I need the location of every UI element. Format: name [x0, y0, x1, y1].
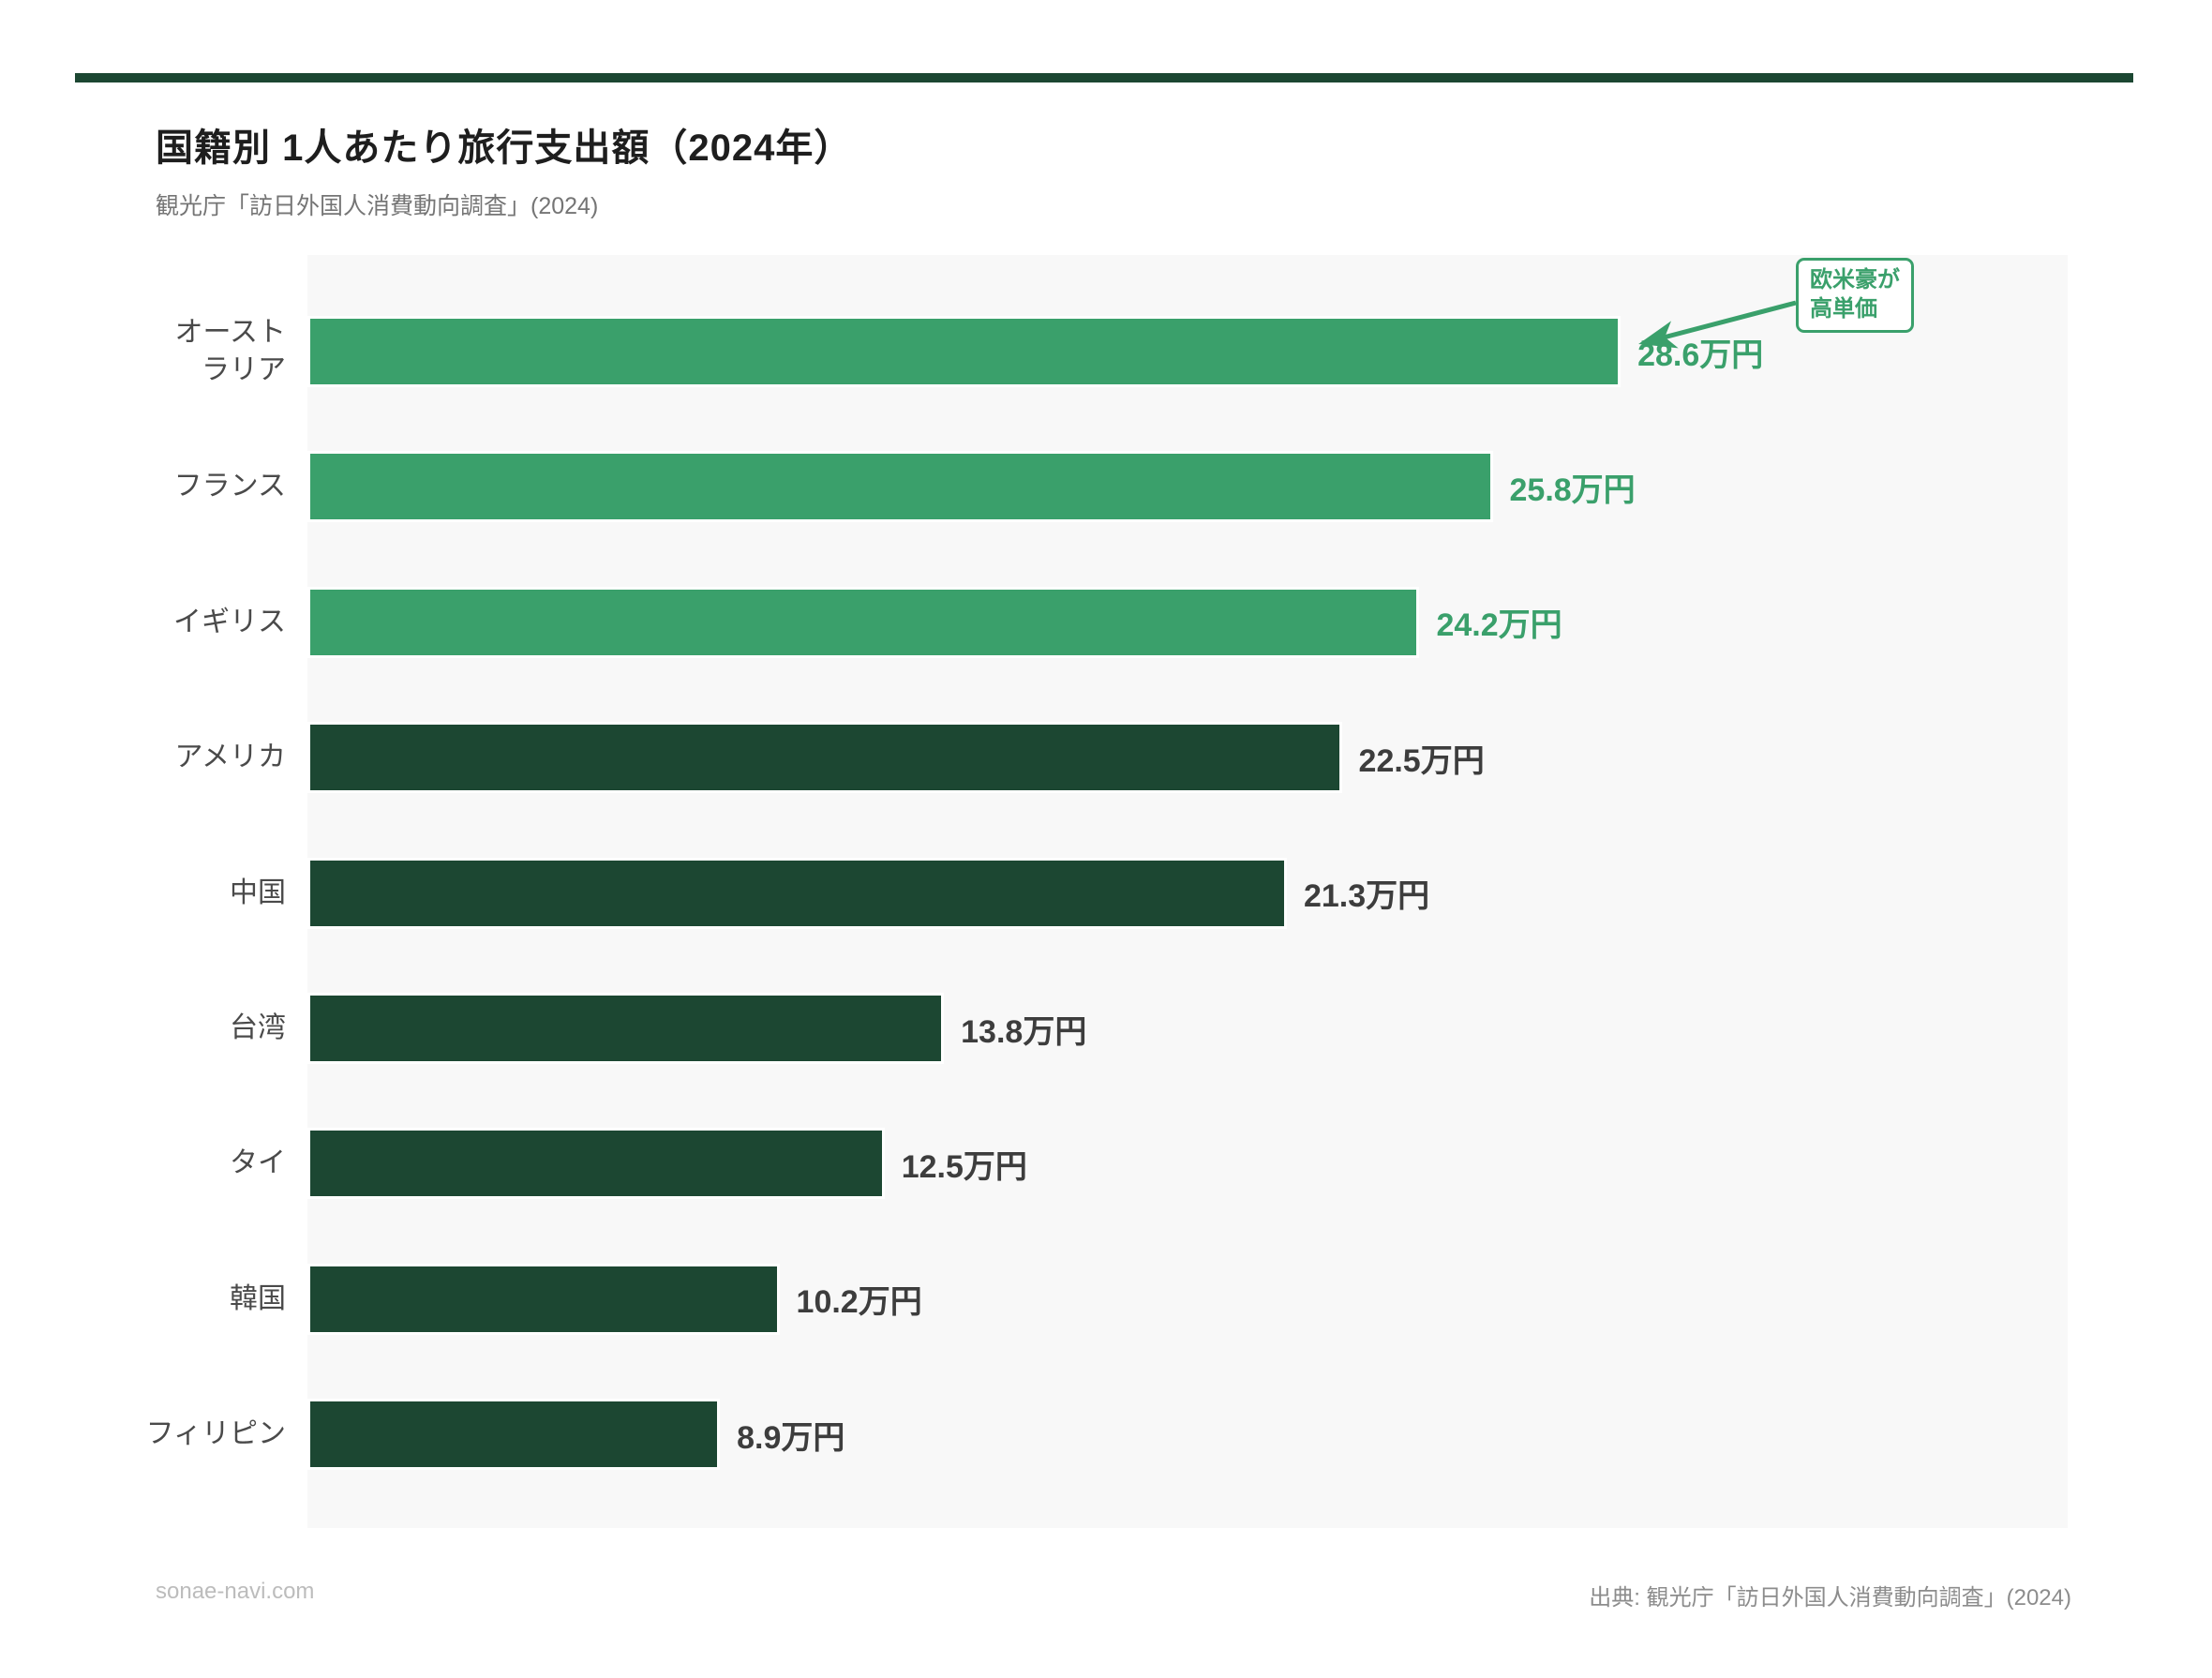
category-label-text: タイ	[230, 1147, 286, 1179]
value-label: 28.6万円	[1637, 337, 1764, 373]
annotation-line-1: 欧米豪が	[1810, 267, 1900, 292]
bar	[307, 1263, 780, 1335]
page-title: 国籍別 1人あたり旅行支出額（2024年）	[156, 127, 853, 169]
category-label-text: オースト ラリア	[174, 317, 287, 385]
bar	[307, 857, 1287, 929]
category-label-text: アメリカ	[174, 742, 287, 773]
page-subtitle: 観光庁「訪日外国人消費動向調査」(2024)	[156, 193, 599, 219]
category-label: オースト ラリア	[0, 316, 287, 387]
category-label-text: フランス	[173, 471, 286, 502]
category-label: 中国	[0, 858, 286, 929]
value-label: 24.2万円	[1436, 607, 1562, 644]
category-label: アメリカ	[0, 722, 287, 793]
top-accent-rule	[75, 73, 2133, 82]
category-label: フィリピン	[0, 1399, 286, 1470]
value-label: 10.2万円	[796, 1284, 922, 1321]
bar	[307, 722, 1342, 794]
category-label-text: イギリス	[173, 606, 286, 637]
category-label: フランス	[0, 451, 286, 522]
source-credit: 出典: 観光庁「訪日外国人消費動向調査」(2024)	[1589, 1585, 2071, 1611]
bar	[307, 993, 945, 1064]
category-label-text: 韓国	[230, 1282, 286, 1314]
category-label-text: フィリピン	[145, 1418, 286, 1450]
value-label: 21.3万円	[1303, 878, 1430, 915]
value-label: 8.9万円	[737, 1419, 845, 1456]
value-label: 22.5万円	[1358, 742, 1485, 779]
value-label: 12.5万円	[901, 1148, 1027, 1185]
bar	[307, 1399, 721, 1471]
value-label: 25.8万円	[1509, 472, 1636, 508]
bar	[307, 316, 1622, 387]
category-label: タイ	[0, 1128, 286, 1199]
category-label-text: 台湾	[230, 1012, 286, 1043]
annotation-line-2: 高単価	[1810, 296, 1877, 322]
value-label: 13.8万円	[961, 1013, 1087, 1050]
category-label: 台湾	[0, 993, 286, 1064]
category-label-text: 中国	[230, 876, 286, 908]
annotation-callout: 欧米豪が 高単価	[1796, 258, 1914, 333]
bar	[307, 586, 1420, 658]
site-credit: sonae-navi.com	[156, 1579, 315, 1604]
bar	[307, 451, 1493, 523]
category-label: イギリス	[0, 587, 286, 658]
bar	[307, 1128, 885, 1200]
category-label: 韓国	[0, 1264, 286, 1335]
